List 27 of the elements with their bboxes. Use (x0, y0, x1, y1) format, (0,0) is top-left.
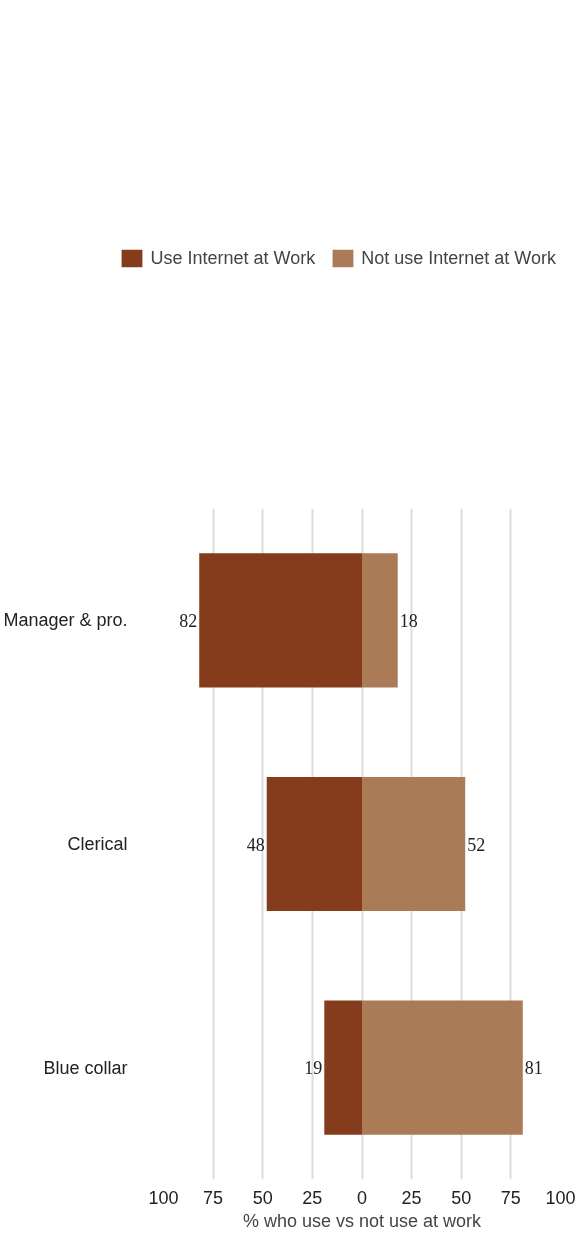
y-tick-label: Clerical (67, 834, 128, 854)
bar (266, 776, 362, 912)
bar (362, 776, 466, 912)
data-label: 19 (304, 1058, 323, 1079)
data-label: 52 (467, 834, 486, 855)
y-tick-label: Blue collar (43, 1057, 128, 1078)
bar (199, 553, 362, 688)
x-tick-label: 100 (148, 1187, 179, 1208)
bar (362, 553, 398, 688)
x-tick-label: 0 (356, 1187, 368, 1208)
legend-label: Not use Internet at Work (361, 247, 556, 269)
legend-label: Use Internet at Work (150, 247, 316, 269)
bar (362, 1000, 523, 1135)
x-tick-label: 50 (451, 1187, 472, 1208)
data-label: 18 (399, 610, 418, 631)
x-tick-label: 75 (500, 1187, 521, 1208)
bar (324, 1000, 362, 1135)
y-tick-label: Manager & pro. (3, 610, 128, 631)
x-tick-label: 50 (252, 1187, 273, 1208)
x-tick-label: 100 (545, 1187, 576, 1208)
data-label: 82 (179, 610, 198, 631)
x-axis-title: % who use vs not use at work (242, 1210, 483, 1231)
data-label: 81 (524, 1058, 543, 1079)
x-tick-label: 25 (401, 1187, 422, 1208)
x-tick-label: 25 (302, 1187, 323, 1208)
data-label: 48 (246, 834, 265, 855)
x-tick-label: 75 (203, 1187, 224, 1208)
